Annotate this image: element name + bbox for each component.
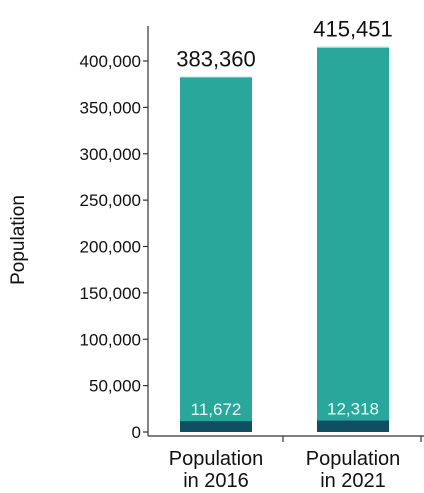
x-category-label-line: in 2021	[320, 470, 386, 492]
y-tick-label: 400,000	[80, 52, 141, 71]
y-tick-label: 250,000	[80, 191, 141, 210]
bar-segment-main	[317, 46, 389, 433]
axes	[147, 26, 424, 437]
x-category-label-line: in 2016	[183, 470, 249, 492]
bar-segment-main	[180, 76, 252, 433]
bar-base-label: 12,318	[327, 400, 379, 419]
y-ticks: 0 50,000 100,000 150,000 200,000 250,000 300,0…	[80, 52, 148, 442]
bar-total-label: 383,360	[176, 46, 256, 71]
bar-segment-base	[180, 421, 252, 432]
bar-segment-base	[317, 420, 389, 432]
bar-total-label: 415,451	[313, 17, 393, 42]
bars	[180, 46, 389, 433]
x-category-label-line: Population	[306, 448, 401, 470]
y-tick-label: 200,000	[80, 238, 141, 257]
y-tick-label: 50,000	[89, 377, 141, 396]
y-tick-label: 100,000	[80, 330, 141, 349]
data-labels: 383,360 11,672 415,451 12,318	[176, 17, 393, 420]
y-axis-title: Population	[8, 195, 29, 285]
y-tick-label: 0	[132, 423, 141, 442]
bar-base-label: 11,672	[191, 400, 242, 419]
y-tick-label: 150,000	[80, 284, 141, 303]
x-category-label: Population in 2016	[169, 448, 264, 492]
y-tick-label: 300,000	[80, 145, 141, 164]
x-category-label: Population in 2021	[306, 448, 401, 492]
x-category-label-line: Population	[169, 448, 264, 470]
y-tick-label: 350,000	[80, 98, 141, 117]
